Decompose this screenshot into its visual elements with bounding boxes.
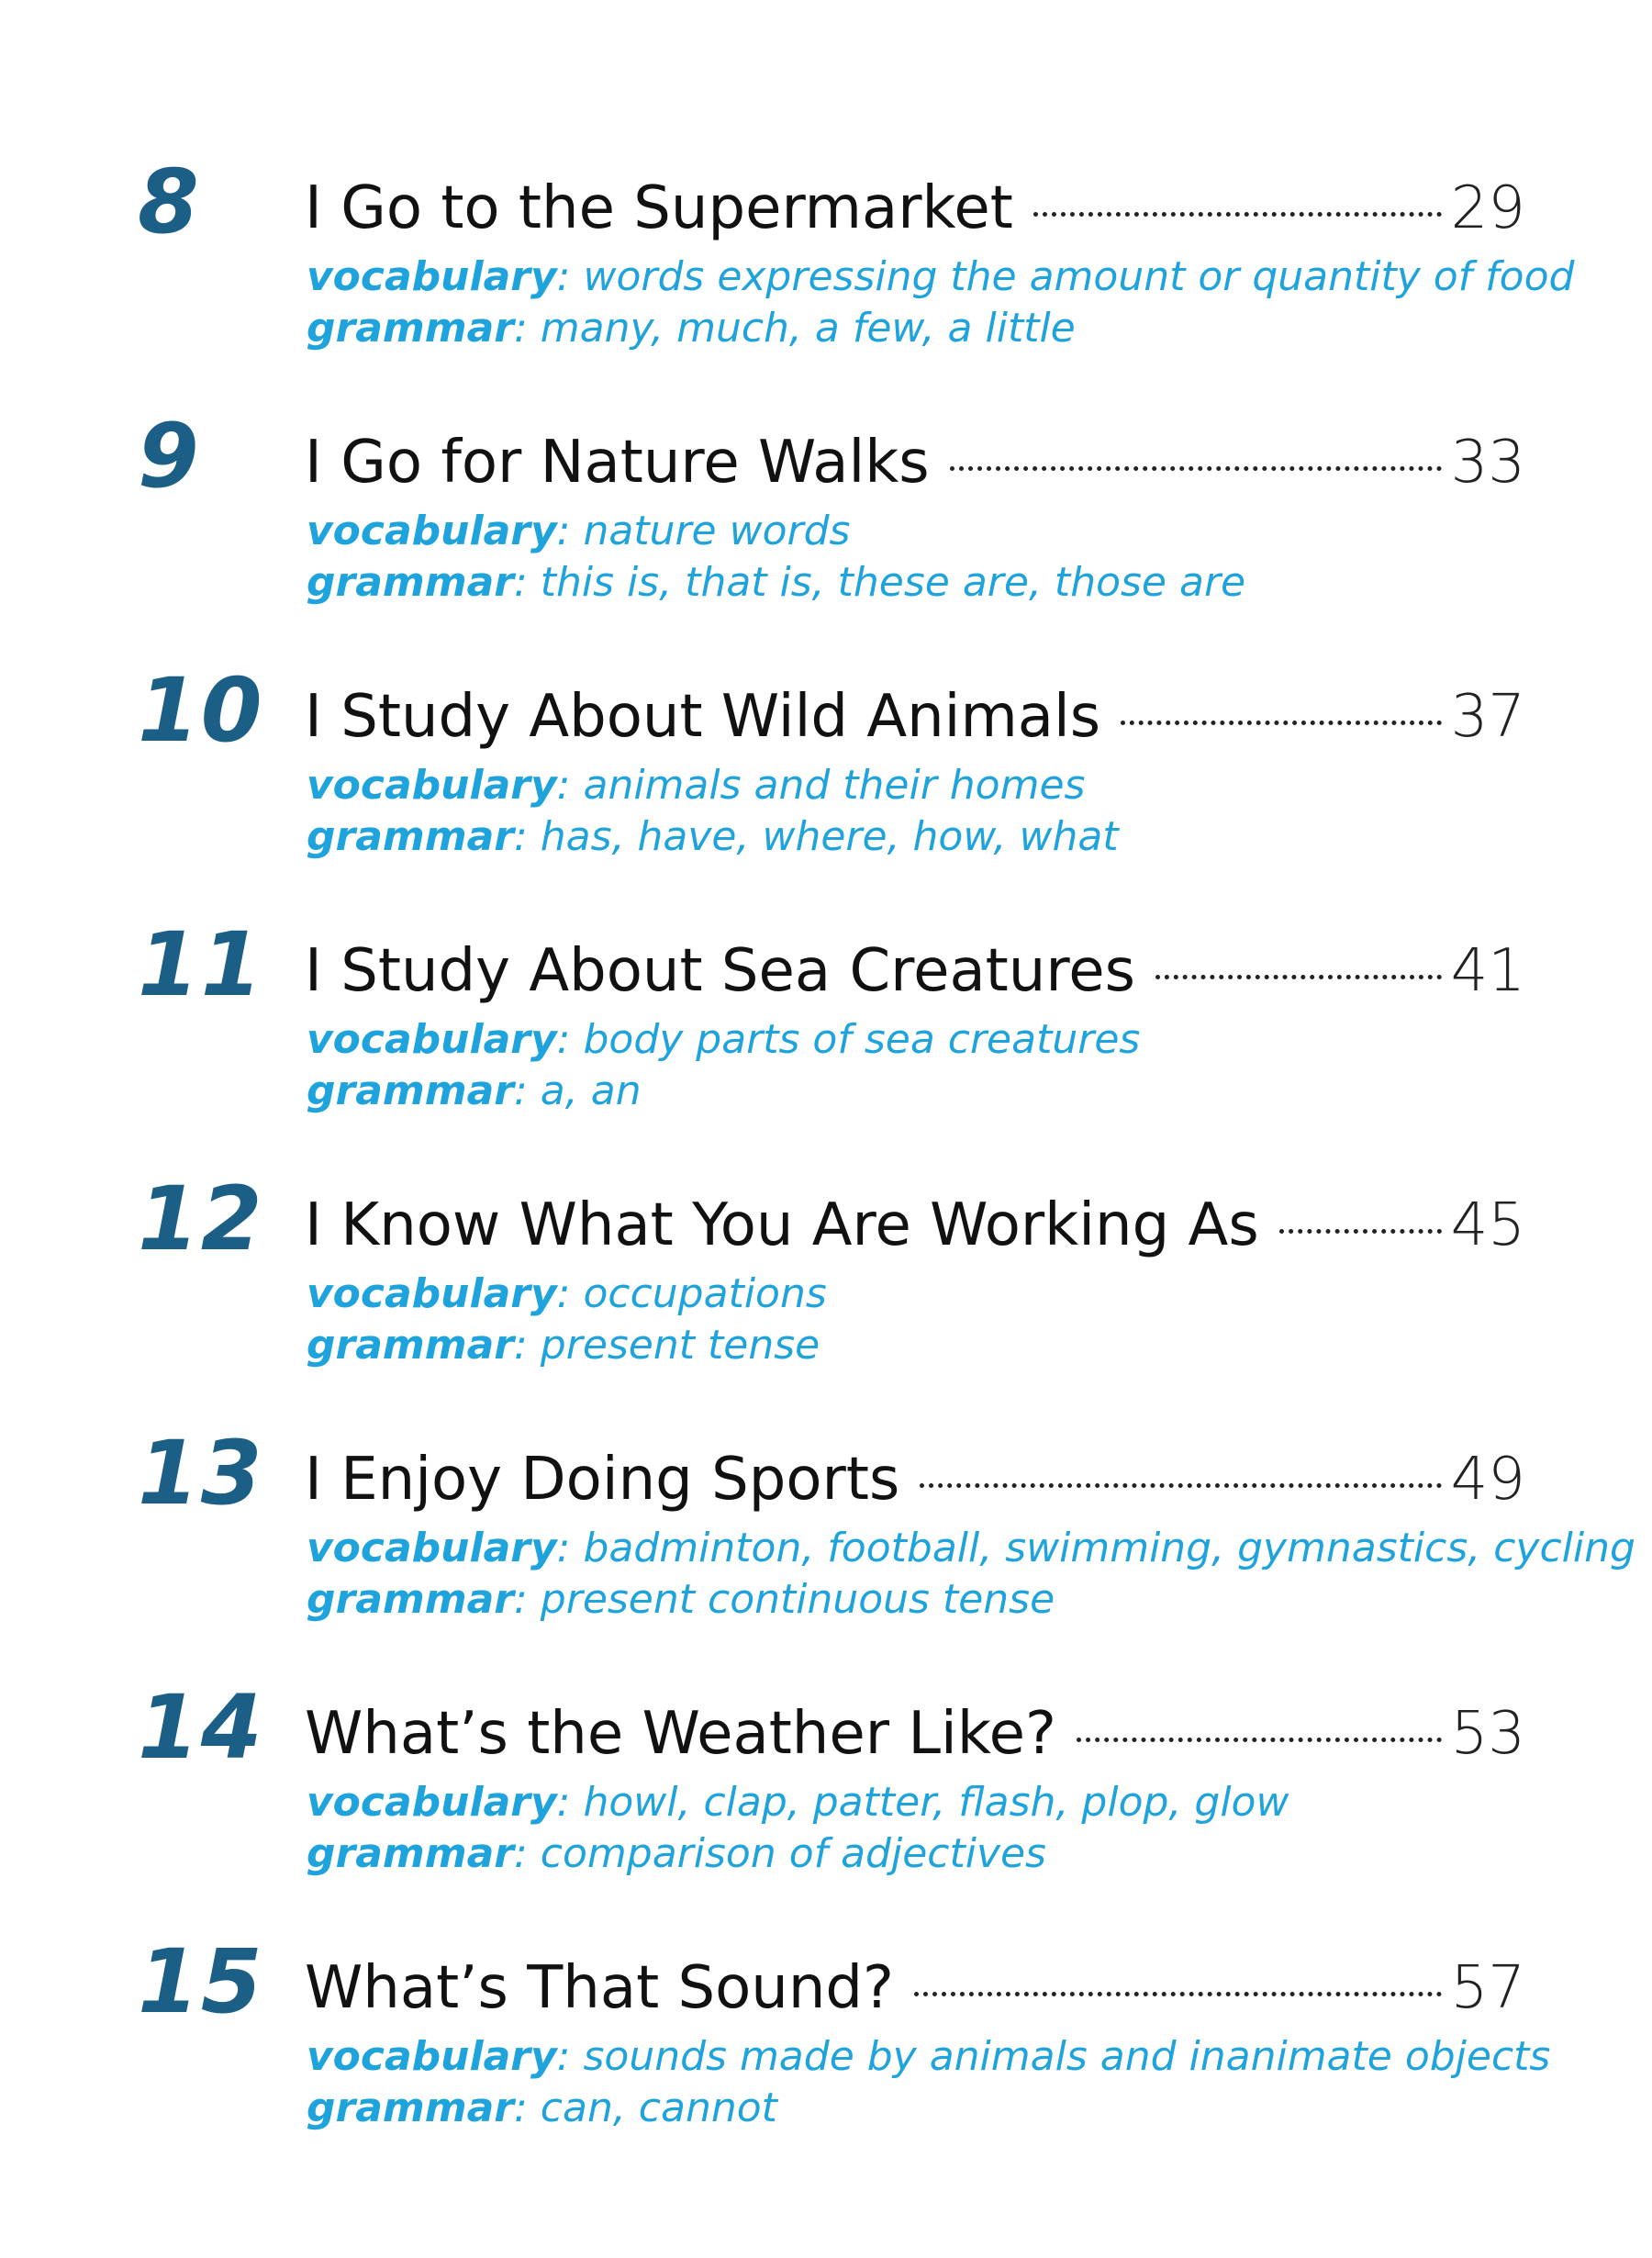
grammar-label: grammar — [307, 1322, 514, 1369]
page-number: 37 — [1450, 683, 1525, 751]
unit-number: 12 — [138, 1168, 264, 1270]
dot-leader — [920, 1483, 1442, 1488]
dot-leader — [914, 1992, 1442, 1996]
grammar-text: : this is, that is, these are, those are — [513, 559, 1246, 606]
entry-title[interactable]: I Go to the Supermarket — [305, 174, 1013, 242]
vocabulary-line: vocabulary: nature words — [307, 506, 1591, 557]
toc-entry-11[interactable]: 11 I Study About Sea Creatures 41 vocabu… — [0, 900, 1652, 1139]
grammar-text: : can, cannot — [513, 2085, 777, 2131]
toc-entry-8[interactable]: 8 I Go to the Supermarket 29 vocabulary:… — [0, 138, 1652, 376]
grammar-label: grammar — [307, 813, 514, 860]
unit-number: 11 — [138, 913, 264, 1016]
page-number: 49 — [1450, 1446, 1525, 1514]
grammar-label: grammar — [307, 1830, 514, 1877]
toc-entry-14[interactable]: 14 What’s the Weather Like? 53 vocabular… — [0, 1663, 1652, 1902]
grammar-label: grammar — [307, 2085, 514, 2131]
page-number: 53 — [1450, 1700, 1525, 1768]
dot-leader — [949, 466, 1442, 471]
unit-number: 9 — [138, 405, 201, 508]
toc-entry-10[interactable]: 10 I Study About Wild Animals 37 vocabul… — [0, 646, 1652, 885]
entry-title[interactable]: I Go for Nature Walks — [305, 429, 930, 497]
grammar-line: grammar: has, have, where, how, what — [307, 811, 1591, 863]
page-number: 41 — [1450, 937, 1525, 1005]
grammar-label: grammar — [307, 1068, 514, 1114]
grammar-text: : present continuous tense — [513, 1576, 1055, 1623]
dot-leader — [1155, 975, 1442, 979]
grammar-line: grammar: present tense — [307, 1320, 1591, 1371]
grammar-line: grammar: this is, that is, these are, th… — [307, 557, 1591, 609]
entry-title[interactable]: I Enjoy Doing Sports — [305, 1446, 900, 1514]
page-number: 29 — [1450, 174, 1525, 242]
vocabulary-text: : howl, clap, patter, flash, plop, glow — [556, 1779, 1289, 1826]
grammar-label: grammar — [307, 305, 514, 352]
vocabulary-label: vocabulary — [307, 2033, 557, 2080]
vocabulary-text: : occupations — [556, 1270, 827, 1317]
entry-title-row: I Enjoy Doing Sports 49 — [305, 1438, 1525, 1521]
entry-title-row: What’s That Sound? 57 — [305, 1947, 1525, 2029]
vocabulary-line: vocabulary: animals and their homes — [307, 760, 1591, 811]
grammar-text: : comparison of adjectives — [513, 1830, 1046, 1877]
vocabulary-line: vocabulary: badminton, football, swimmin… — [307, 1523, 1635, 1574]
vocabulary-line: vocabulary: body parts of sea creatures — [307, 1014, 1591, 1066]
vocabulary-label: vocabulary — [307, 1270, 557, 1317]
toc-entry-12[interactable]: 12 I Know What You Are Working As 45 voc… — [0, 1155, 1652, 1393]
entry-title-row: I Go to the Supermarket 29 — [305, 167, 1525, 250]
entry-title-row: I Go for Nature Walks 33 — [305, 421, 1525, 504]
page-number: 33 — [1450, 429, 1525, 497]
dot-leader — [1032, 212, 1442, 217]
grammar-label: grammar — [307, 559, 514, 606]
unit-number: 10 — [138, 659, 264, 762]
vocabulary-text: : body parts of sea creatures — [556, 1016, 1141, 1063]
unit-number: 13 — [138, 1422, 264, 1525]
entry-title-row: I Know What You Are Working As 45 — [305, 1184, 1525, 1267]
grammar-line: grammar: present continuous tense — [307, 1574, 1591, 1626]
grammar-text: : a, an — [513, 1068, 642, 1114]
dot-leader — [1121, 721, 1442, 725]
unit-number: 8 — [138, 151, 201, 253]
unit-number: 14 — [138, 1676, 264, 1779]
grammar-line: grammar: can, cannot — [307, 2083, 1591, 2134]
toc-entry-9[interactable]: 9 I Go for Nature Walks 33 vocabulary: n… — [0, 392, 1652, 631]
entry-title-row: What’s the Weather Like? 53 — [305, 1693, 1525, 1775]
vocabulary-label: vocabulary — [307, 1779, 557, 1826]
vocabulary-label: vocabulary — [307, 253, 557, 300]
entry-title[interactable]: What’s the Weather Like? — [305, 1700, 1056, 1768]
grammar-text: : has, have, where, how, what — [513, 813, 1119, 860]
page-number: 45 — [1450, 1191, 1525, 1259]
grammar-text: : many, much, a few, a little — [513, 305, 1076, 352]
entry-title[interactable]: I Study About Sea Creatures — [305, 937, 1135, 1005]
page-number: 57 — [1450, 1954, 1525, 2022]
vocabulary-text: : sounds made by animals and inanimate o… — [556, 2033, 1551, 2080]
vocabulary-line: vocabulary: words expressing the amount … — [307, 252, 1591, 303]
toc-entry-15[interactable]: 15 What’s That Sound? 57 vocabulary: sou… — [0, 1917, 1652, 2156]
vocabulary-label: vocabulary — [307, 762, 557, 809]
vocabulary-line: vocabulary: sounds made by animals and i… — [307, 2031, 1591, 2083]
entry-title[interactable]: I Study About Wild Animals — [305, 683, 1101, 751]
vocabulary-text: : animals and their homes — [556, 762, 1086, 809]
grammar-line: grammar: many, much, a few, a little — [307, 303, 1591, 354]
vocabulary-label: vocabulary — [307, 508, 557, 554]
entry-title-row: I Study About Wild Animals 37 — [305, 676, 1525, 758]
toc-entry-13[interactable]: 13 I Enjoy Doing Sports 49 vocabulary: b… — [0, 1409, 1652, 1648]
vocabulary-label: vocabulary — [307, 1016, 557, 1063]
entry-title[interactable]: I Know What You Are Working As — [305, 1191, 1259, 1259]
unit-number: 15 — [138, 1930, 264, 2033]
dot-leader — [1076, 1738, 1442, 1742]
vocabulary-line: vocabulary: occupations — [307, 1269, 1591, 1320]
grammar-text: : present tense — [513, 1322, 820, 1369]
vocabulary-line: vocabulary: howl, clap, patter, flash, p… — [307, 1777, 1591, 1828]
vocabulary-label: vocabulary — [307, 1525, 557, 1571]
vocabulary-text: : words expressing the amount or quantit… — [556, 253, 1575, 300]
grammar-line: grammar: comparison of adjectives — [307, 1828, 1591, 1880]
vocabulary-text: : badminton, football, swimming, gymnast… — [556, 1525, 1635, 1571]
grammar-label: grammar — [307, 1576, 514, 1623]
dot-leader — [1278, 1229, 1442, 1234]
entry-title[interactable]: What’s That Sound? — [305, 1954, 894, 2022]
vocabulary-text: : nature words — [556, 508, 851, 554]
grammar-line: grammar: a, an — [307, 1066, 1591, 1117]
entry-title-row: I Study About Sea Creatures 41 — [305, 930, 1525, 1012]
